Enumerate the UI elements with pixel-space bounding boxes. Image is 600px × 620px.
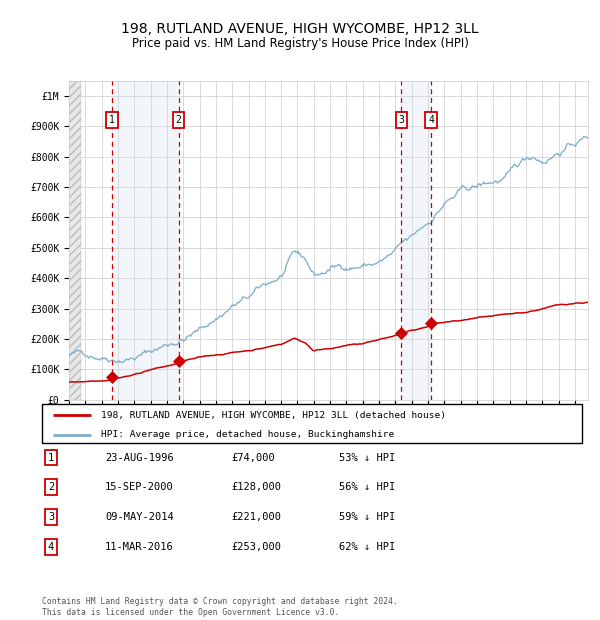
Text: 3: 3 [398, 115, 404, 125]
Text: £253,000: £253,000 [231, 542, 281, 552]
Text: HPI: Average price, detached house, Buckinghamshire: HPI: Average price, detached house, Buck… [101, 430, 395, 439]
Text: £74,000: £74,000 [231, 453, 275, 463]
Text: 4: 4 [48, 542, 54, 552]
Text: Price paid vs. HM Land Registry's House Price Index (HPI): Price paid vs. HM Land Registry's House … [131, 37, 469, 50]
Text: £221,000: £221,000 [231, 512, 281, 522]
Text: 4: 4 [428, 115, 434, 125]
Text: 1: 1 [48, 453, 54, 463]
Text: 2: 2 [48, 482, 54, 492]
Text: Contains HM Land Registry data © Crown copyright and database right 2024.
This d: Contains HM Land Registry data © Crown c… [42, 598, 398, 617]
Text: 11-MAR-2016: 11-MAR-2016 [105, 542, 174, 552]
Text: 62% ↓ HPI: 62% ↓ HPI [339, 542, 395, 552]
Text: 23-AUG-1996: 23-AUG-1996 [105, 453, 174, 463]
Text: 2: 2 [176, 115, 181, 125]
Text: 198, RUTLAND AVENUE, HIGH WYCOMBE, HP12 3LL: 198, RUTLAND AVENUE, HIGH WYCOMBE, HP12 … [121, 22, 479, 36]
Text: 56% ↓ HPI: 56% ↓ HPI [339, 482, 395, 492]
Text: 09-MAY-2014: 09-MAY-2014 [105, 512, 174, 522]
Text: 1: 1 [109, 115, 115, 125]
Text: £128,000: £128,000 [231, 482, 281, 492]
Text: 59% ↓ HPI: 59% ↓ HPI [339, 512, 395, 522]
Text: 198, RUTLAND AVENUE, HIGH WYCOMBE, HP12 3LL (detached house): 198, RUTLAND AVENUE, HIGH WYCOMBE, HP12 … [101, 410, 446, 420]
Bar [112, 81, 179, 400]
Bar [401, 81, 431, 400]
Text: 15-SEP-2000: 15-SEP-2000 [105, 482, 174, 492]
Text: 53% ↓ HPI: 53% ↓ HPI [339, 453, 395, 463]
Text: 3: 3 [48, 512, 54, 522]
